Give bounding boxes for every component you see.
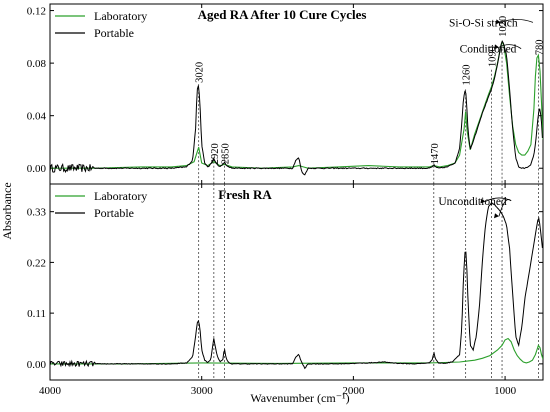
annotation-arrowhead (494, 44, 500, 50)
y-tick-label: 0.00 (27, 359, 47, 371)
panel-title: Fresh RA (218, 187, 272, 202)
annotation-arrowhead (494, 213, 500, 219)
peak-label: 2850 (220, 143, 231, 164)
x-tick-label: 3000 (191, 385, 214, 397)
panel-frame (49, 183, 544, 381)
annotation-arrow (498, 199, 512, 217)
x-tick-label: 1000 (494, 385, 517, 397)
series-line-portable (50, 202, 543, 370)
legend-label: Laboratory (94, 9, 147, 23)
peak-label: 1470 (430, 143, 441, 164)
series-line-laboratory (50, 337, 543, 365)
peak-label: 1260 (462, 64, 473, 85)
peak-label: 1020 (498, 16, 509, 37)
y-tick-label: 0.11 (27, 308, 46, 320)
legend-label: Portable (94, 26, 134, 40)
y-tick-label: 0.04 (27, 111, 47, 123)
peak-label: 780 (534, 39, 545, 55)
legend-label: Portable (94, 206, 134, 220)
peak-label: 2920 (210, 143, 221, 164)
y-axis-label: Absorbance (0, 182, 14, 239)
annotation-label: Conditioned (460, 44, 517, 56)
peak-label: 1090 (487, 46, 498, 67)
legend-label: Laboratory (94, 189, 147, 203)
x-tick-label: 4000 (39, 385, 62, 397)
y-tick-label: 0.22 (27, 257, 46, 269)
annotation-arrowhead (495, 19, 501, 25)
peak-label: 3020 (195, 62, 206, 83)
series-line-portable (50, 40, 543, 176)
annotation-arrowhead (480, 198, 486, 204)
y-tick-label: 0.00 (27, 163, 47, 175)
panel-title: Aged RA After 10 Cure Cycles (198, 7, 367, 22)
legend: Laboratory Portable (55, 9, 147, 40)
series-line-laboratory (50, 40, 543, 169)
x-tick-label: 2000 (342, 385, 365, 397)
panel-fresh: 0.00 0.11 0.22 0.33 Laboratory Portable Fresh … (27, 183, 544, 381)
panel-aged: 0.00 0.04 0.08 0.12 Laboratory Portable Aged R… (27, 3, 545, 185)
annotation-arrow (500, 18, 534, 23)
annotation-arrow (498, 44, 522, 49)
y-tick-label: 0.33 (27, 207, 47, 219)
y-tick-label: 0.08 (27, 58, 47, 70)
legend: Laboratory Portable (55, 189, 147, 220)
x-axis-label: Wavenumber (cm⁻¹) (250, 391, 349, 405)
annotation-label: Si-O-Si stretch (449, 17, 518, 29)
y-tick-label: 0.12 (27, 6, 46, 18)
annotation-label: Unconditioned (438, 196, 507, 208)
